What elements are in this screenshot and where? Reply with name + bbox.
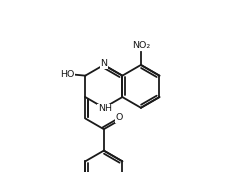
Text: N: N bbox=[100, 59, 107, 68]
Text: O: O bbox=[116, 113, 123, 122]
Text: HO: HO bbox=[60, 70, 74, 79]
Text: NH: NH bbox=[98, 104, 112, 113]
Text: NO₂: NO₂ bbox=[132, 41, 150, 50]
